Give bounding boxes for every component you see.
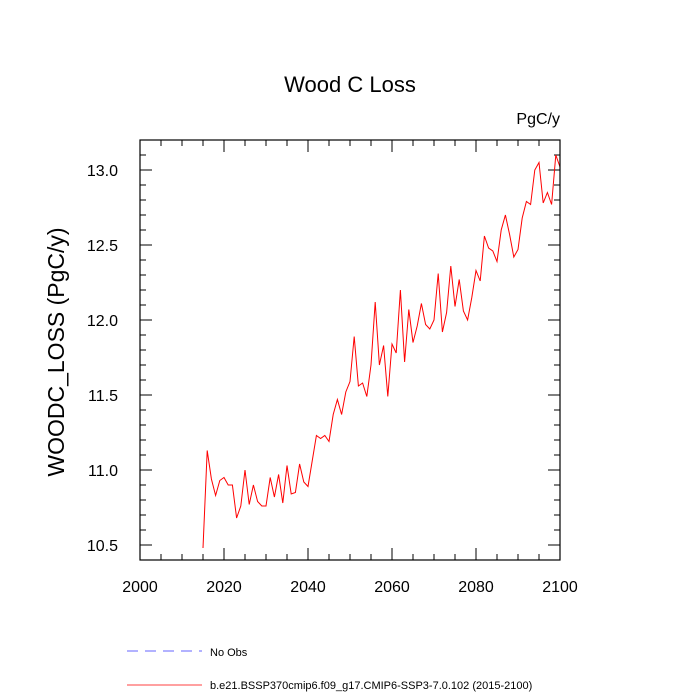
x-tick-label: 2020 <box>206 579 242 596</box>
legend-label-model-run: b.e21.BSSP370cmip6.f09_g17.CMIP6-SSP3-7.… <box>210 680 532 692</box>
y-tick-label: 13.0 <box>87 163 118 180</box>
y-tick-label: 12.0 <box>87 313 118 330</box>
x-tick-label: 2040 <box>290 579 326 596</box>
y-tick-label: 12.5 <box>87 238 118 255</box>
chart-title: Wood C Loss <box>284 72 416 97</box>
plot-frame <box>139 139 561 561</box>
axis-ticks <box>139 139 561 561</box>
y-tick-label: 11.5 <box>88 388 118 405</box>
legend-label-no-obs: No Obs <box>210 647 248 659</box>
y-tick-label: 11.0 <box>88 463 118 480</box>
series-line-0 <box>202 154 561 549</box>
y-axis-label: WOODC_LOSS (PgC/y) <box>43 227 69 476</box>
y-tick-label: 10.5 <box>87 538 118 555</box>
x-tick-label: 2060 <box>374 579 410 596</box>
y-tick-labels: 10.5 11.0 11.5 12.0 12.5 13.0 <box>87 163 118 555</box>
x-tick-label: 2100 <box>542 579 578 596</box>
legend: No Obs b.e21.BSSP370cmip6.f09_g17.CMIP6-… <box>127 647 532 692</box>
x-tick-label: 2080 <box>458 579 494 596</box>
x-tick-labels: 2000 2020 2040 2060 2080 2100 <box>122 579 578 596</box>
x-tick-label: 2000 <box>122 579 158 596</box>
units-label: PgC/y <box>516 111 560 128</box>
series-layer <box>202 154 561 549</box>
